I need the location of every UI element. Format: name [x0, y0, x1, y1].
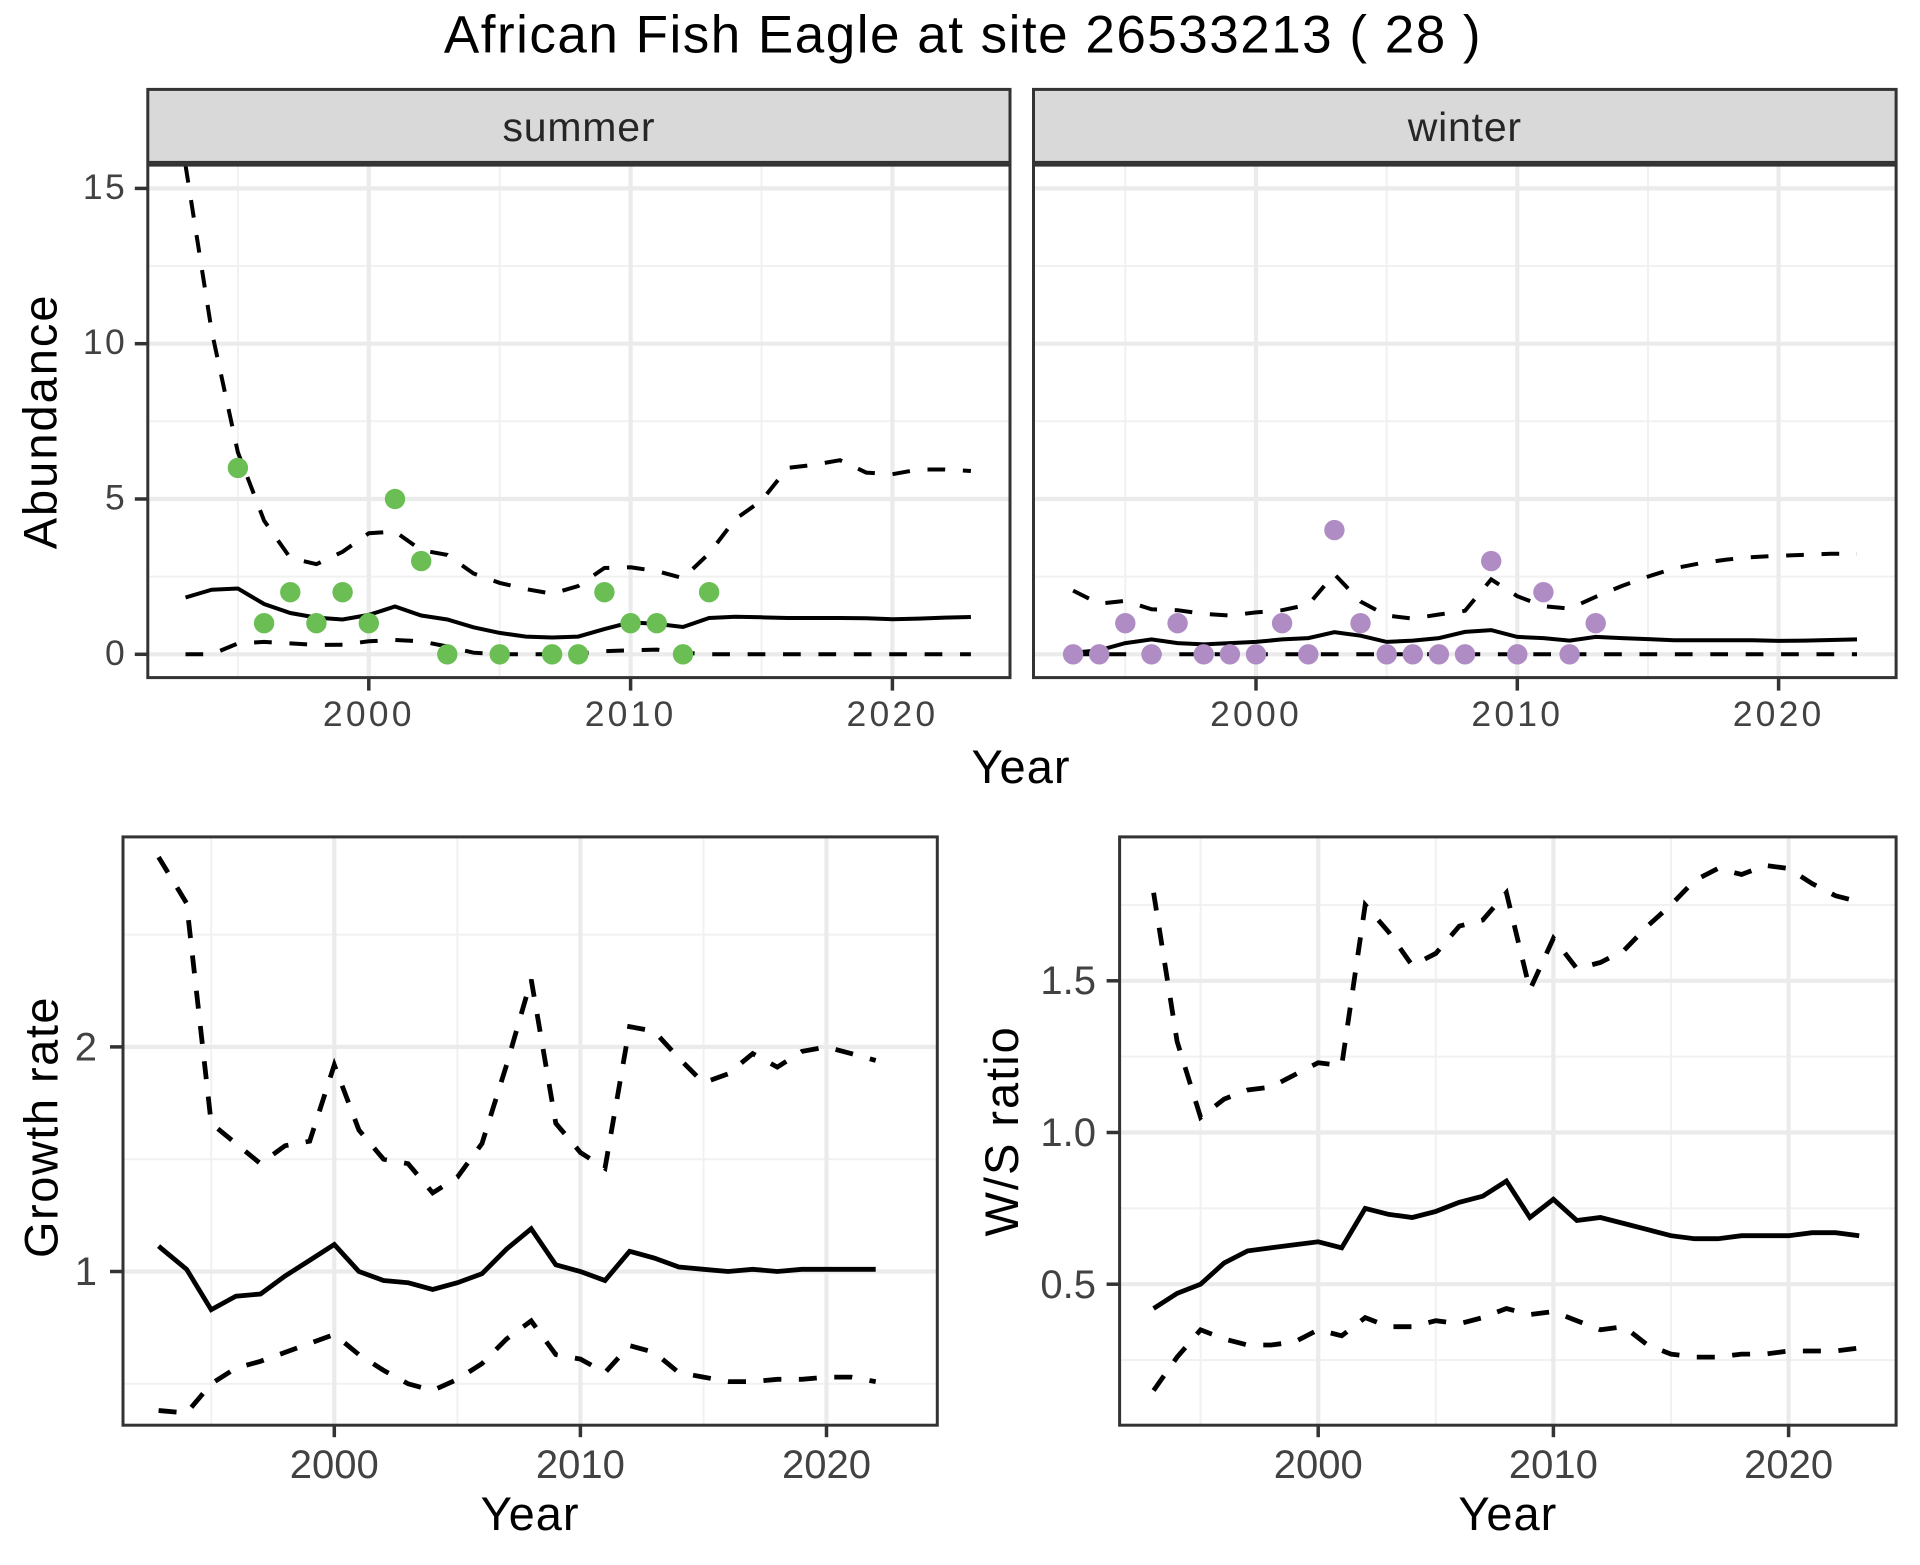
svg-text:0: 0 — [105, 633, 127, 673]
svg-text:2010: 2010 — [1509, 1443, 1598, 1487]
svg-text:Growth rate: Growth rate — [15, 996, 68, 1258]
svg-text:2000: 2000 — [290, 1443, 379, 1487]
svg-text:African Fish Eagle at site 265: African Fish Eagle at site 26533213 ( 28… — [444, 6, 1482, 65]
svg-text:W/S ratio: W/S ratio — [975, 1025, 1028, 1236]
svg-text:2010: 2010 — [536, 1443, 625, 1487]
svg-text:2020: 2020 — [782, 1443, 871, 1487]
svg-text:1.5: 1.5 — [1040, 959, 1096, 1003]
svg-text:2020: 2020 — [847, 694, 939, 734]
svg-text:2010: 2010 — [1471, 694, 1563, 734]
svg-text:2020: 2020 — [1733, 694, 1825, 734]
svg-text:1.0: 1.0 — [1040, 1111, 1096, 1155]
svg-text:5: 5 — [105, 478, 127, 518]
svg-text:summer: summer — [502, 104, 655, 150]
svg-text:10: 10 — [83, 322, 127, 362]
svg-text:2: 2 — [75, 1025, 97, 1069]
svg-text:Year: Year — [972, 740, 1071, 793]
svg-text:2000: 2000 — [1210, 694, 1302, 734]
svg-text:2000: 2000 — [323, 694, 415, 734]
svg-text:Abundance: Abundance — [14, 293, 67, 549]
svg-text:2010: 2010 — [585, 694, 677, 734]
svg-text:2000: 2000 — [1274, 1443, 1363, 1487]
svg-text:1: 1 — [75, 1250, 97, 1294]
svg-text:15: 15 — [83, 167, 127, 207]
svg-text:2020: 2020 — [1744, 1443, 1833, 1487]
svg-text:winter: winter — [1407, 104, 1522, 150]
svg-text:Year: Year — [481, 1487, 580, 1540]
svg-text:0.5: 0.5 — [1040, 1263, 1096, 1307]
svg-text:Year: Year — [1458, 1487, 1557, 1540]
